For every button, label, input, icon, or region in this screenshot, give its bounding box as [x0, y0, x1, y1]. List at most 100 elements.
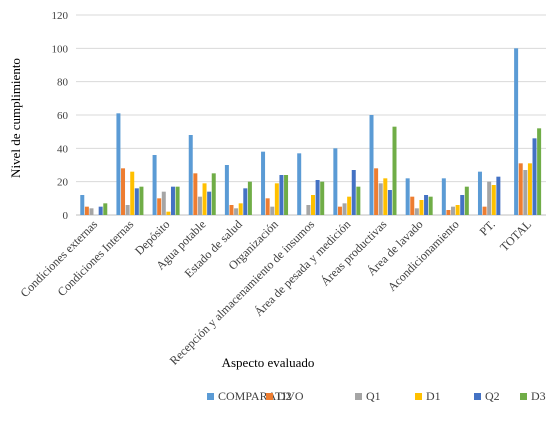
bar-q2-11: [496, 176, 501, 215]
bar-q2-7: [351, 170, 356, 215]
bar-d1-11: [491, 185, 496, 215]
bar-q2-8: [387, 190, 392, 215]
bar-q1-3: [197, 196, 202, 215]
bar-q2-3: [207, 191, 212, 215]
bar-d1-4: [238, 203, 243, 215]
bar-comparativo-0: [80, 195, 85, 215]
bar-d3-4: [247, 181, 252, 215]
x-category-label: TOTAL: [497, 217, 534, 254]
bar-q2-6: [315, 180, 320, 215]
bar-comparativo-7: [333, 148, 338, 215]
legend-swatch-comparativo: [207, 393, 214, 400]
bar-d2-3: [193, 173, 198, 215]
bar-d1-12: [527, 163, 532, 215]
bar-comparativo-4: [224, 165, 229, 215]
bar-q1-5: [270, 206, 275, 215]
legend-swatch-d2: [266, 393, 273, 400]
bar-d2-2: [157, 198, 162, 215]
bar-q1-4: [234, 208, 239, 215]
y-tick-label: 80: [57, 77, 69, 89]
bar-d1-2: [166, 211, 171, 215]
bar-d3-10: [464, 186, 469, 215]
bar-q2-10: [460, 195, 465, 215]
bar-d2-9: [410, 196, 415, 215]
y-tick-label: 60: [57, 110, 69, 122]
bar-q2-4: [243, 188, 248, 215]
bar-d2-0: [84, 206, 89, 215]
bar-q1-11: [487, 181, 492, 215]
bar-d1-3: [202, 183, 207, 215]
y-tick-label: 40: [57, 143, 69, 155]
bar-d1-7: [347, 196, 352, 215]
bar-q1-9: [414, 208, 419, 215]
y-tick-label: 100: [52, 43, 69, 55]
y-tick-label: 120: [52, 10, 69, 22]
bar-d3-12: [537, 128, 542, 215]
bar-q1-12: [523, 170, 528, 215]
bar-q2-12: [532, 138, 537, 215]
bar-comparativo-3: [188, 135, 193, 215]
bar-d1-10: [455, 205, 460, 215]
bar-comparativo-6: [297, 153, 302, 215]
grid-lines: [76, 14, 546, 216]
legend-label-d2: D2: [277, 389, 292, 403]
bar-comparativo-11: [477, 171, 482, 215]
bar-q2-1: [134, 188, 139, 215]
bar-q1-8: [378, 183, 383, 215]
bar-q1-6: [306, 205, 311, 215]
y-axis-tick-labels: 0 20 40 60 80 100 120: [52, 10, 69, 222]
bar-q1-10: [451, 206, 456, 215]
bar-comparativo-5: [261, 151, 266, 215]
bar-comparativo-8: [369, 115, 374, 215]
bar-q1-2: [161, 191, 166, 215]
bar-q2-2: [170, 186, 175, 215]
bar-q2-9: [424, 195, 429, 215]
bar-comparativo-2: [152, 155, 157, 215]
legend-swatch-q2: [474, 393, 481, 400]
bar-d3-8: [392, 126, 397, 215]
bar-d1-8: [383, 178, 388, 215]
bar-d3-6: [320, 181, 325, 215]
bar-d1-6: [311, 195, 315, 215]
bar-comparativo-10: [441, 178, 446, 215]
bar-d3-2: [175, 186, 180, 215]
bar-comparativo-1: [116, 113, 121, 215]
legend-swatch-d1: [415, 393, 422, 400]
legend-label-q2: Q2: [485, 389, 500, 403]
y-tick-label: 20: [57, 177, 69, 189]
bar-d2-11: [482, 206, 487, 215]
bar-d1-5: [274, 183, 279, 215]
bar-d1-1: [130, 171, 135, 215]
x-category-label: PT.: [477, 217, 498, 238]
bar-d1-9: [419, 200, 424, 215]
bars: [80, 48, 542, 215]
bar-d2-4: [229, 205, 234, 215]
legend-label-d3: D3: [531, 389, 546, 403]
bar-q1-7: [342, 203, 347, 215]
legend-swatch-q1: [355, 393, 362, 400]
bar-d2-1: [121, 168, 126, 215]
bar-d3-7: [356, 186, 361, 215]
bar-q2-0: [98, 206, 103, 215]
bar-q2-5: [279, 175, 284, 215]
bar-d2-8: [374, 168, 379, 215]
bar-d2-5: [265, 198, 270, 215]
legend-swatch-d3: [520, 393, 527, 400]
legend-label-comparativo: COMPARATIVO: [218, 389, 304, 403]
legend-label-d1: D1: [426, 389, 441, 403]
bar-q1-1: [125, 205, 130, 215]
bar-d2-12: [518, 163, 523, 215]
bar-d3-0: [103, 203, 108, 215]
bar-d2-7: [337, 206, 342, 215]
bar-d3-3: [211, 173, 216, 215]
bar-d3-1: [139, 186, 144, 215]
bar-d2-10: [446, 210, 451, 215]
y-axis-title: Nivel de cumplimiento: [8, 58, 23, 178]
y-tick-label: 0: [63, 210, 69, 222]
bar-comparativo-9: [405, 178, 410, 215]
bar-q1-0: [89, 208, 94, 215]
bar-comparativo-12: [514, 48, 519, 215]
